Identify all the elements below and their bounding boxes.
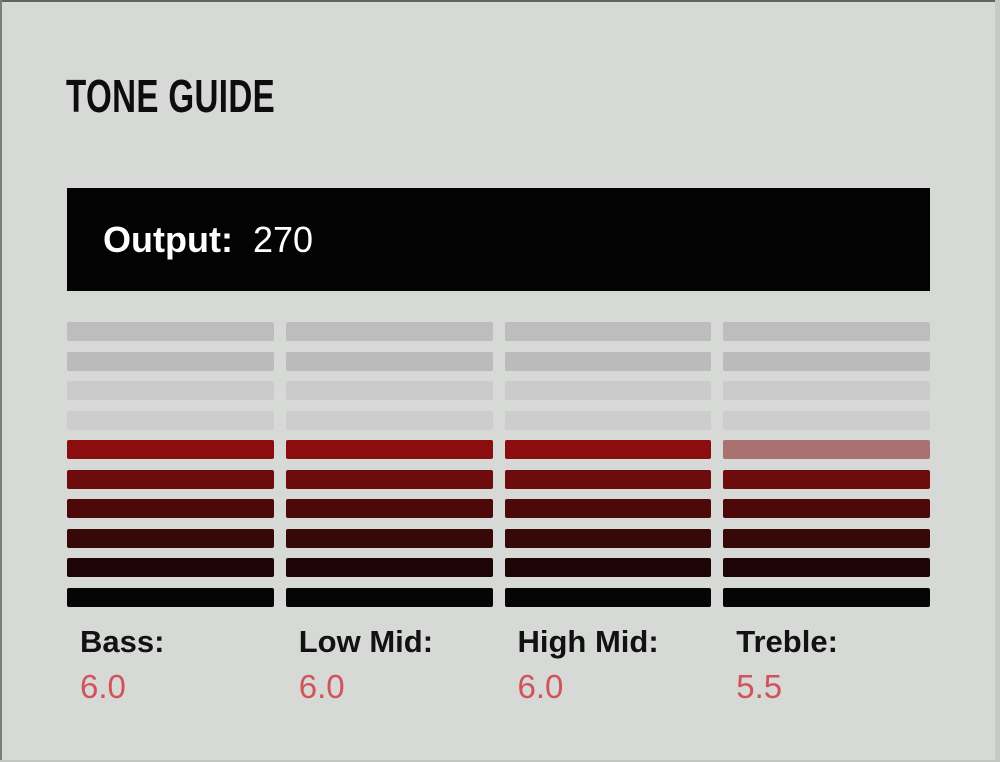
page-title: TONE GUIDE	[66, 69, 276, 122]
meter-column-high-mid: High Mid: 6.0	[504, 322, 712, 707]
meter-segment	[285, 322, 493, 341]
page-left-edge	[0, 0, 2, 762]
meter-segment	[723, 440, 930, 459]
meter-segment	[723, 381, 930, 400]
meter-segment	[67, 381, 274, 400]
meter-segment	[723, 410, 930, 430]
output-value: 270	[252, 218, 314, 260]
tone-meter-grid: Bass: 6.0 Low Mid: 6.0 High Mid: 6.0 Tre…	[67, 322, 930, 707]
meter-segment	[67, 469, 274, 489]
meter-segment	[723, 322, 930, 341]
meter-label-low-mid: Low Mid:	[298, 623, 434, 659]
meter-value-bass: 6.0	[80, 667, 126, 705]
meter-segment	[67, 558, 274, 577]
meter-segment	[67, 410, 274, 430]
meter-segment	[67, 440, 274, 459]
meter-label-treble: Treble:	[736, 623, 838, 659]
meter-segment	[285, 587, 493, 607]
meter-segment	[723, 587, 930, 607]
meter-segment	[723, 351, 930, 371]
meter-segment	[504, 528, 712, 548]
meter-segment	[67, 322, 274, 341]
meter-label-high-mid: High Mid:	[517, 623, 659, 659]
meter-segment	[285, 499, 493, 518]
meter-segment	[504, 499, 712, 518]
meter-bars-bass	[67, 322, 274, 607]
meter-segment	[67, 351, 274, 371]
meter-segment	[504, 381, 712, 400]
meter-segment	[285, 410, 493, 430]
meter-column-treble: Treble: 5.5	[723, 322, 930, 707]
meter-segment	[67, 499, 274, 518]
meter-segment	[504, 587, 712, 607]
meter-segment	[285, 351, 493, 371]
meter-segment	[723, 558, 930, 577]
meter-segment	[723, 469, 930, 489]
meter-segment	[285, 440, 493, 459]
meter-segment	[504, 322, 712, 341]
meter-bars-high-mid	[504, 322, 712, 607]
meter-value-high-mid: 6.0	[517, 667, 564, 705]
meter-segment	[285, 528, 493, 548]
meter-bars-treble	[723, 322, 930, 607]
meter-value-treble: 5.5	[736, 667, 783, 705]
meter-column-low-mid: Low Mid: 6.0	[285, 322, 493, 707]
meter-segment	[504, 469, 712, 489]
meter-value-low-mid: 6.0	[298, 667, 345, 705]
meter-segment	[285, 558, 493, 577]
page-bottom-edge	[0, 760, 1000, 762]
meter-segment	[504, 410, 712, 430]
meter-segment	[723, 528, 930, 548]
meter-segment	[504, 558, 712, 577]
meter-segment	[67, 587, 274, 607]
page-top-edge	[0, 0, 1000, 2]
meter-segment	[285, 381, 493, 400]
meter-column-bass: Bass: 6.0	[67, 322, 274, 707]
meter-segment	[723, 499, 930, 518]
output-label: Output:	[103, 218, 233, 260]
page-right-edge	[995, 0, 1000, 762]
output-readout-panel: Output: 270	[67, 188, 930, 291]
meter-segment	[504, 440, 712, 459]
meter-label-bass: Bass:	[80, 623, 165, 659]
meter-segment	[285, 469, 493, 489]
meter-segment	[504, 351, 712, 371]
meter-segment	[67, 528, 274, 548]
meter-bars-low-mid	[285, 322, 493, 607]
